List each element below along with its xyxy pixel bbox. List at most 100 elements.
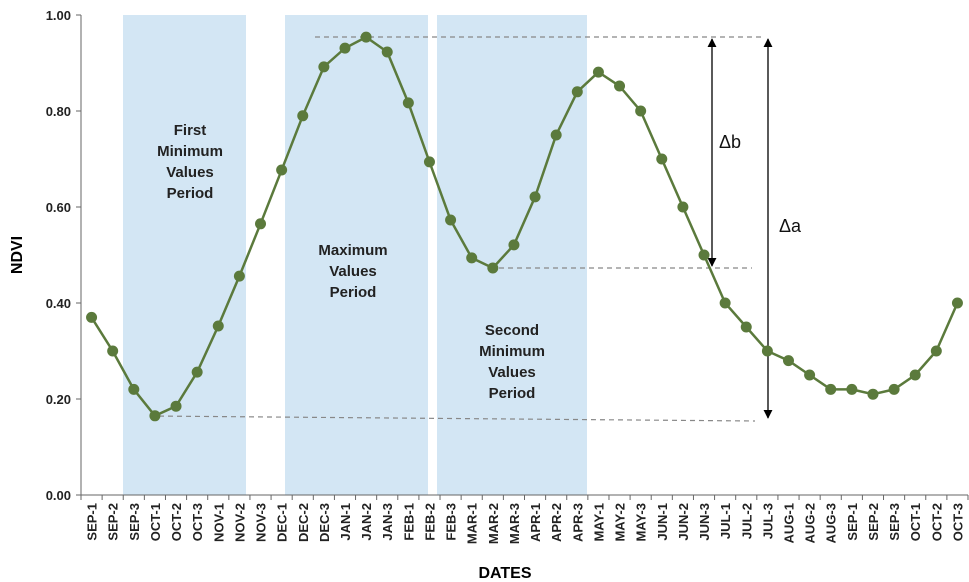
y-tick-label: 0.40 bbox=[46, 296, 71, 311]
data-point bbox=[149, 410, 161, 422]
x-tick-label: JUL-1 bbox=[718, 503, 733, 539]
x-tick-label: NOV-2 bbox=[232, 503, 247, 542]
x-tick-label: OCT-3 bbox=[190, 503, 205, 541]
x-tick-label: AUG-1 bbox=[781, 503, 796, 543]
x-tick-label: APR-1 bbox=[528, 503, 543, 542]
x-tick-label: JAN-1 bbox=[338, 503, 353, 541]
annotation: First bbox=[174, 122, 207, 139]
x-tick-label: NOV-1 bbox=[211, 503, 226, 542]
annotation: Δa bbox=[779, 216, 802, 236]
annotation: Minimum bbox=[479, 343, 545, 360]
x-tick-label: SEP-3 bbox=[887, 503, 902, 541]
data-point bbox=[297, 110, 309, 122]
x-tick-label: JUN-3 bbox=[697, 503, 712, 541]
x-tick-label: MAR-3 bbox=[507, 503, 522, 544]
data-point bbox=[191, 366, 203, 378]
period-shade bbox=[123, 15, 246, 495]
data-point bbox=[529, 191, 541, 203]
period-shade bbox=[437, 15, 587, 495]
y-tick-label: 0.80 bbox=[46, 104, 71, 119]
x-tick-label: JAN-3 bbox=[380, 503, 395, 541]
annotation: Δb bbox=[719, 132, 741, 152]
x-tick-label: NOV-3 bbox=[254, 503, 269, 542]
data-point bbox=[571, 86, 583, 98]
annotation: Minimum bbox=[157, 143, 223, 160]
data-point bbox=[487, 262, 499, 274]
data-point bbox=[339, 42, 351, 54]
guides bbox=[149, 36, 765, 422]
data-point bbox=[86, 311, 98, 323]
data-point bbox=[846, 383, 858, 395]
x-tick-label: AUG-3 bbox=[824, 503, 839, 543]
guide-line bbox=[149, 415, 756, 422]
data-point bbox=[212, 320, 224, 332]
data-point bbox=[677, 201, 689, 213]
x-tick-label: DEC-3 bbox=[317, 503, 332, 542]
data-point bbox=[951, 297, 963, 309]
x-axis-title: DATES bbox=[478, 565, 531, 582]
annotation: Period bbox=[489, 385, 536, 402]
data-point bbox=[170, 400, 182, 412]
data-point bbox=[740, 321, 752, 333]
data-point bbox=[508, 239, 520, 251]
y-axis-title: NDVI bbox=[9, 236, 26, 274]
data-point bbox=[909, 369, 921, 381]
data-point bbox=[233, 270, 245, 282]
annotation: Values bbox=[166, 164, 214, 181]
x-tick-label: OCT-1 bbox=[148, 503, 163, 541]
x-tick-label: JUL-3 bbox=[760, 503, 775, 539]
data-point bbox=[423, 156, 435, 168]
x-tick-label: SEP-1 bbox=[85, 503, 100, 541]
x-tick-label: APR-2 bbox=[549, 503, 564, 542]
data-point bbox=[867, 388, 879, 400]
data-point bbox=[825, 383, 837, 395]
data-point bbox=[128, 383, 140, 395]
data-point bbox=[466, 252, 478, 264]
data-point bbox=[381, 46, 393, 58]
data-point bbox=[107, 345, 119, 357]
x-tick-label: SEP-2 bbox=[866, 503, 881, 541]
x-tick-label: APR-3 bbox=[570, 503, 585, 542]
x-tick-label: FEB-3 bbox=[444, 503, 459, 541]
x-tick-label: SEP-3 bbox=[127, 503, 142, 541]
annotation: Maximum bbox=[318, 242, 387, 259]
data-point bbox=[656, 153, 668, 165]
x-tick-label: OCT-2 bbox=[169, 503, 184, 541]
y-tick-label: 0.20 bbox=[46, 392, 71, 407]
data-point bbox=[592, 66, 604, 78]
annotation: Second bbox=[485, 322, 539, 339]
x-tick-label: DEC-2 bbox=[296, 503, 311, 542]
data-point bbox=[761, 345, 773, 357]
x-tick-label: FEB-2 bbox=[422, 503, 437, 541]
data-point bbox=[888, 383, 900, 395]
x-tick-label: FEB-1 bbox=[401, 503, 416, 541]
x-tick-label: MAY-1 bbox=[591, 503, 606, 542]
x-tick-label: MAY-3 bbox=[634, 503, 649, 542]
x-tick-label: JAN-2 bbox=[359, 503, 374, 541]
x-tick-label: SEP-1 bbox=[845, 503, 860, 541]
y-tick-label: 1.00 bbox=[46, 8, 71, 23]
data-point bbox=[698, 249, 710, 261]
x-tick-label: JUN-2 bbox=[676, 503, 691, 541]
x-tick-label: MAY-2 bbox=[613, 503, 628, 542]
data-point bbox=[445, 214, 457, 226]
y-tick-label: 0.00 bbox=[46, 488, 71, 503]
y-tick-label: 0.60 bbox=[46, 200, 71, 215]
x-tick-label: AUG-2 bbox=[803, 503, 818, 543]
annotation: Values bbox=[329, 263, 377, 280]
data-point bbox=[719, 297, 731, 309]
x-tick-label: MAR-1 bbox=[465, 503, 480, 544]
x-tick-label: SEP-2 bbox=[106, 503, 121, 541]
x-tick-label: OCT-2 bbox=[929, 503, 944, 541]
data-point bbox=[782, 355, 794, 367]
data-point bbox=[360, 31, 372, 43]
annotation: Values bbox=[488, 364, 536, 381]
data-point bbox=[402, 97, 414, 109]
x-tick-label: JUN-1 bbox=[655, 503, 670, 541]
data-point bbox=[318, 61, 330, 73]
data-point bbox=[276, 164, 288, 176]
data-point bbox=[635, 105, 647, 117]
data-point bbox=[255, 218, 267, 230]
x-tick-label: OCT-1 bbox=[908, 503, 923, 541]
